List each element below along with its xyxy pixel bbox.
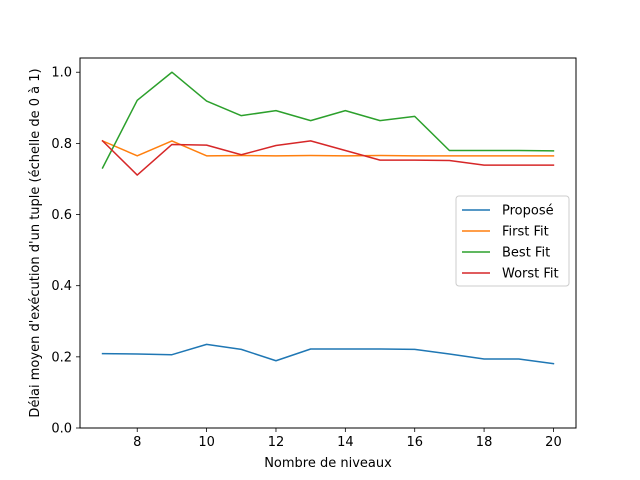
y-tick-label: 0.4 [51,279,72,294]
legend-box [455,195,570,287]
series-line-2 [101,71,555,169]
x-tick-label: 12 [268,435,285,450]
legend-label-3: Worst Fit [502,267,559,282]
series-layer [101,71,555,365]
legend: Proposé First Fit Best Fit Worst Fit [455,195,570,287]
x-tick-label: 20 [545,435,562,450]
legend-label-1: First Fit [502,225,549,240]
x-tick-label: 18 [476,435,493,450]
legend-label-0: Proposé [502,204,554,219]
x-tick-label: 10 [198,435,215,450]
x-tick-label: 8 [133,435,141,450]
x-axis-ticks: 8 10 12 14 16 18 20 [133,428,562,450]
plot-frame [79,57,577,429]
y-tick-label: 0.8 [51,137,72,152]
series-line-3 [101,139,555,176]
y-axis-title: Délai moyen d'exécution d'un tuple (éche… [28,68,43,417]
series-line-0 [101,343,555,365]
y-tick-label: 0.6 [51,208,72,223]
x-tick-label: 16 [406,435,423,450]
series-line-1 [101,139,555,157]
y-tick-label: 0.2 [51,350,72,365]
legend-label-2: Best Fit [502,246,550,261]
y-axis-ticks: 0.0 0.2 0.4 0.6 0.8 1.0 [51,66,80,437]
x-tick-label: 14 [337,435,354,450]
y-tick-label: 1.0 [51,66,72,81]
x-axis-title: Nombre de niveaux [264,456,392,471]
y-tick-label: 0.0 [51,422,72,437]
